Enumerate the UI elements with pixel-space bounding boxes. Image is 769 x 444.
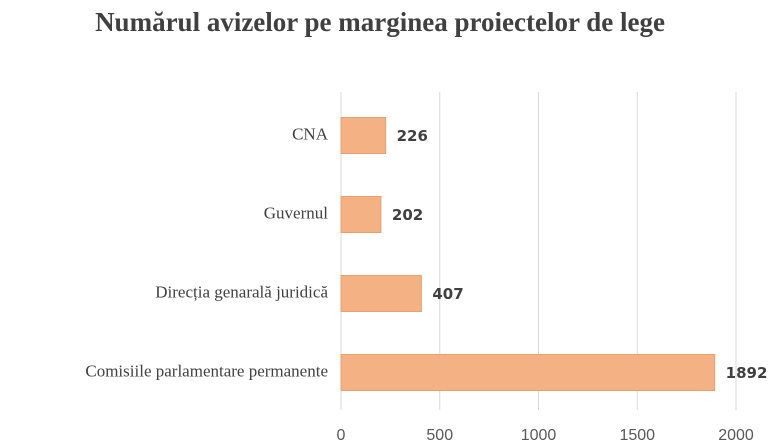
bar [340, 354, 716, 391]
value-label: 202 [392, 206, 423, 224]
bar [340, 196, 382, 233]
chart-title: Numărul avizelor pe marginea proiectelor… [95, 7, 665, 37]
y-tick-label: Guvernul [264, 203, 328, 222]
x-tick-label: 1500 [619, 427, 655, 444]
y-tick-label: Comisiile parlamentare permanente [85, 361, 328, 380]
x-tick-label: 500 [426, 427, 453, 444]
y-tick-label: CNA [292, 124, 329, 143]
value-label: 226 [397, 127, 428, 145]
bar [340, 117, 387, 154]
value-label: 407 [432, 285, 463, 303]
x-tick-label: 1000 [521, 427, 557, 444]
bar [340, 275, 422, 312]
x-tick-label: 0 [337, 427, 346, 444]
value-label: 1892 [726, 364, 768, 382]
x-tick-label: 2000 [718, 427, 754, 444]
y-tick-label: Direcția genarală juridică [155, 282, 328, 301]
